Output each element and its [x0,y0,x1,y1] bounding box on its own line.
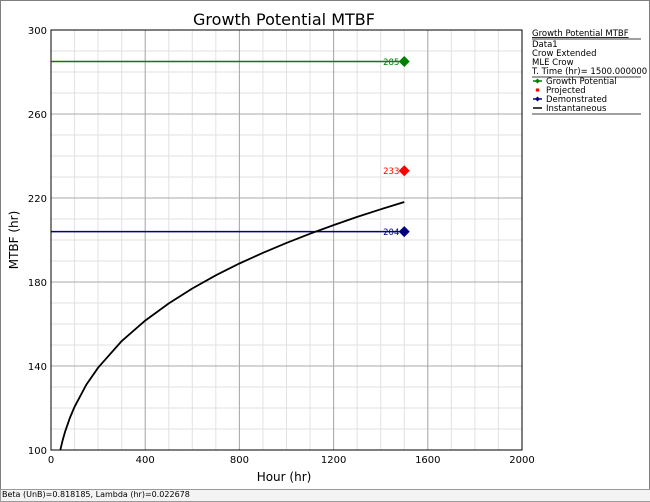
status-bar: Beta (UnB)=0.818185, Lambda (hr)=0.02267… [0,489,650,502]
x-tick-label: 800 [230,455,249,466]
chart-svg: Growth Potential MTBF 0 400 800 1200 1600 200… [7,10,647,484]
y-tick-label: 260 [28,110,47,121]
y-tick-label: 140 [28,362,47,373]
chart-window: Growth Potential MTBF 0 400 800 1200 1600 200… [0,0,650,490]
legend-label-instantaneous: Instantaneous [546,104,607,114]
legend: Growth Potential MTBF Data1 Crow Extende… [531,29,647,115]
series-point-label-projected: 233 [383,167,399,177]
legend-marker-projected [535,88,540,92]
x-tick-label: 2000 [509,455,534,466]
chart-title: Growth Potential MTBF [193,10,375,29]
legend-info-1: Data1 [532,40,558,50]
series-line-instantaneous [59,201,405,450]
x-tick-label: 1600 [415,455,440,466]
x-tick-label: 1200 [321,455,346,466]
legend-info-4: T. Time (hr)= 1500.000000 [531,67,647,77]
legend-marker-demonstrated [535,96,540,102]
y-tick-label: 300 [28,26,47,37]
x-tick-label: 400 [136,455,155,466]
y-tick-label: 100 [28,446,47,457]
series-marker-growth-potential [398,56,410,67]
y-tick-label: 180 [28,278,47,289]
legend-info-3: MLE Crow [532,58,574,68]
series-point-label-demonstrated: 204 [383,228,399,238]
series-point-label-growth-potential: 285 [383,58,399,68]
legend-title: Growth Potential MTBF [532,29,629,39]
x-axis-label: Hour (hr) [257,470,312,484]
plot-area: 0 400 800 1200 1600 2000 100 140 180 220 260 300 285… [28,26,535,466]
series-marker-demonstrated [398,226,410,238]
legend-marker-growth-potential [535,78,540,84]
plot-border [50,29,523,451]
legend-label-projected: Projected [546,86,586,96]
x-tick-label: 0 [48,455,54,466]
legend-label-growth-potential: Growth Potential [546,77,617,87]
legend-info-2: Crow Extended [532,49,596,59]
y-axis-label: MTBF (hr) [7,211,21,270]
legend-label-demonstrated: Demonstrated [546,95,607,105]
y-tick-label: 220 [28,194,47,205]
series-marker-projected [398,165,410,177]
